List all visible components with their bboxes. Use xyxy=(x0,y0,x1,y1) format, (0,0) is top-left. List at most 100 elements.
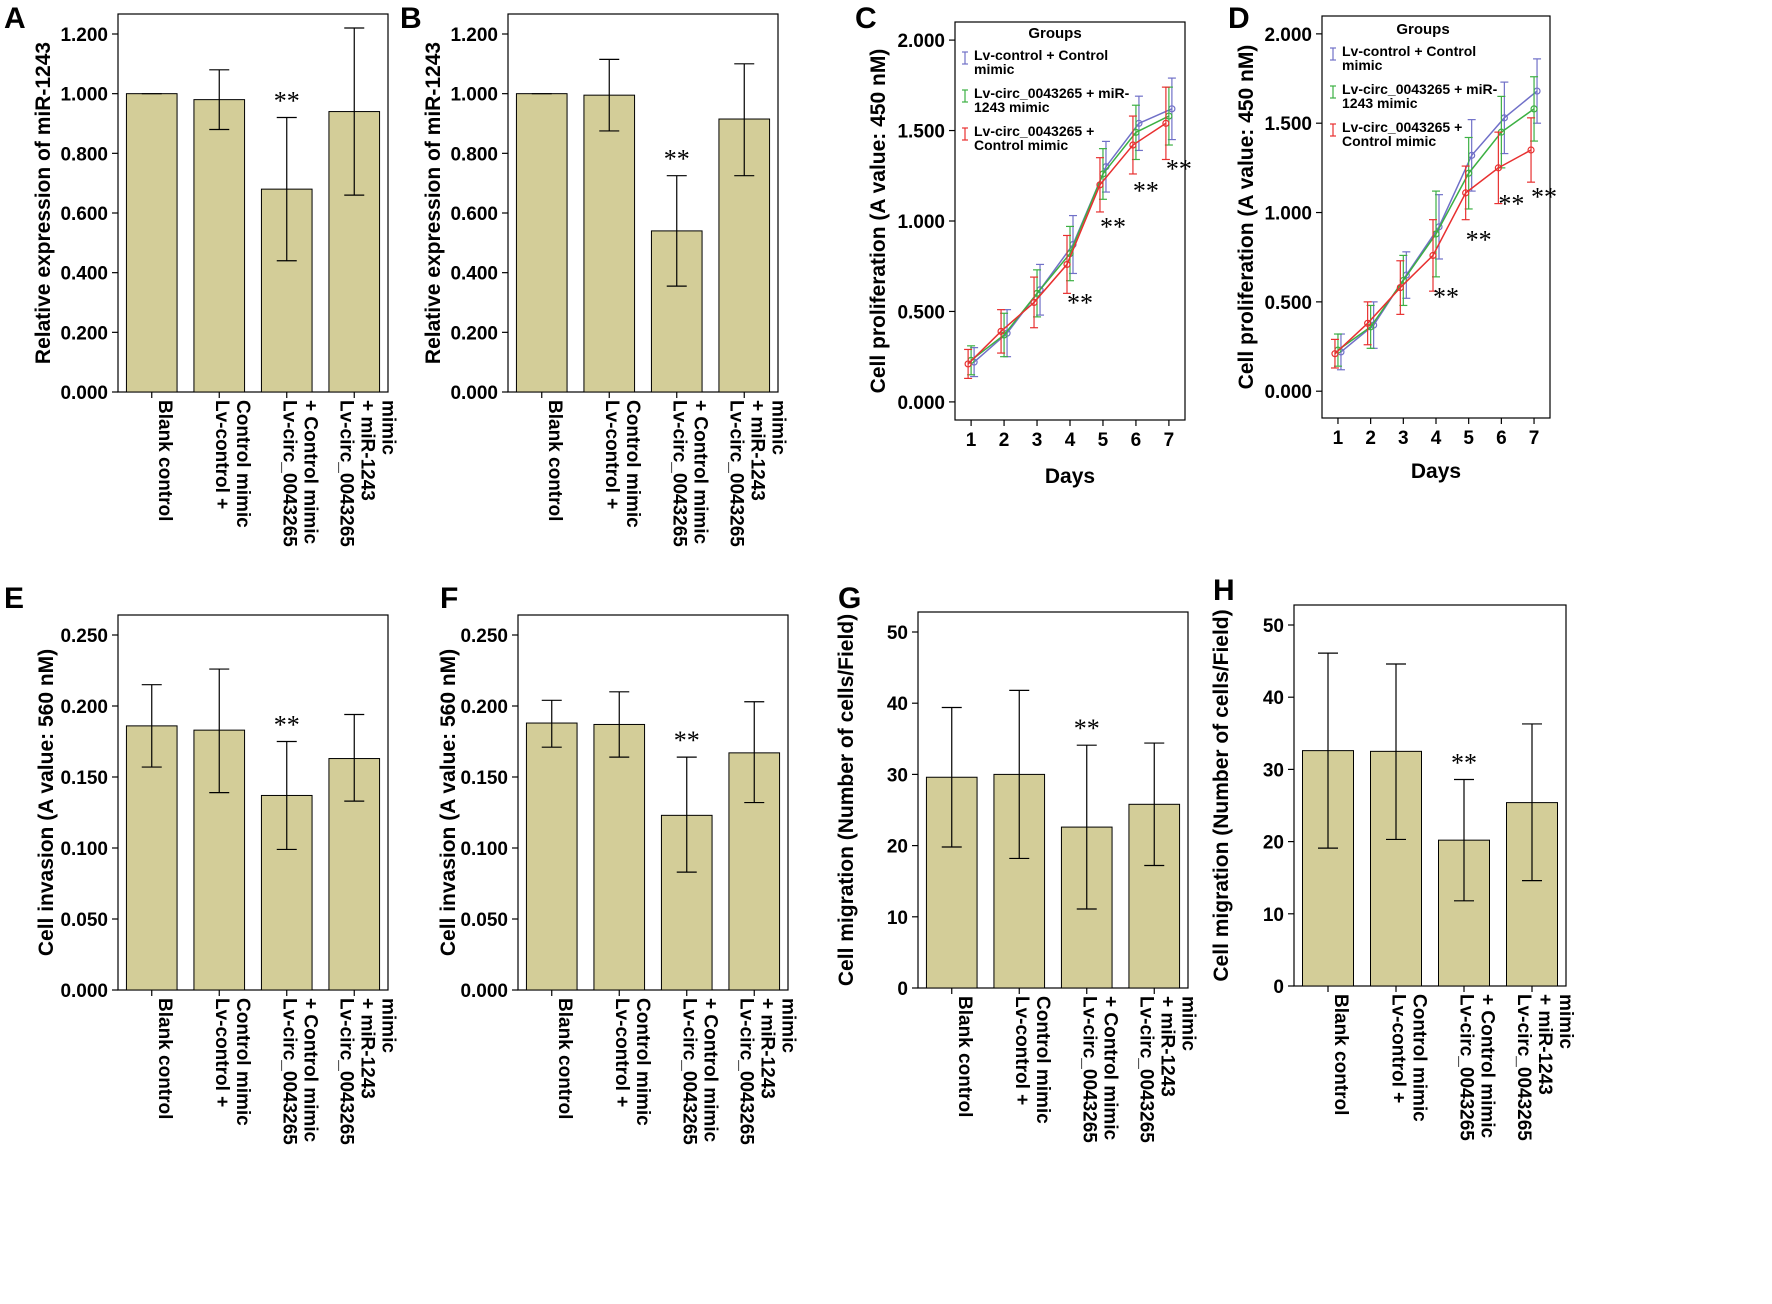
y-tick-label: 0.250 xyxy=(60,626,108,647)
category-label: Blank control xyxy=(544,400,565,521)
category-label: Lv-circ_0043265 xyxy=(335,400,356,547)
bar xyxy=(125,93,178,393)
category-label: mimic xyxy=(377,998,398,1053)
y-tick-label: 40 xyxy=(1263,688,1284,709)
y-tick-label: 1.000 xyxy=(450,85,498,106)
legend-entry: Control mimic xyxy=(1342,133,1436,149)
data-point xyxy=(1331,350,1339,358)
panel-label: F xyxy=(440,582,458,615)
x-axis-title: Days xyxy=(1045,465,1095,488)
legend-entry: Lv-circ_0043265 + xyxy=(1342,119,1462,135)
category-label: + Control mimic xyxy=(1099,996,1120,1141)
chart-panel-g: G 0 10 20 30 40 50 Cell migration (Number of ce… xyxy=(835,582,1198,1143)
significance-mark: ** xyxy=(1531,182,1557,211)
category-label: Lv-circ_0043265 xyxy=(668,400,689,547)
y-tick-label: 0.600 xyxy=(60,204,108,225)
x-tick-label: 2 xyxy=(1365,428,1376,449)
legend-entry: 1243 mimic xyxy=(1342,95,1418,111)
category-label: Lv-control + xyxy=(1011,996,1032,1105)
category-label: Lv-control + xyxy=(1388,994,1409,1103)
data-point xyxy=(1364,319,1372,327)
data-point xyxy=(1429,251,1437,260)
panel-label: B xyxy=(400,2,422,35)
y-tick-label: 50 xyxy=(1263,616,1284,637)
category-label: mimic xyxy=(1177,996,1198,1051)
y-tick-label: 0.500 xyxy=(1264,293,1312,314)
panel-label: E xyxy=(4,582,24,615)
data-point xyxy=(1396,283,1404,292)
y-tick-label: 1.200 xyxy=(60,25,108,46)
bar xyxy=(193,99,246,393)
significance-mark: ** xyxy=(664,145,690,174)
data-point xyxy=(1462,189,1470,197)
category-label: Lv-circ_0043265 xyxy=(278,400,299,547)
y-tick-label: 1.000 xyxy=(60,85,108,106)
significance-mark: ** xyxy=(1100,212,1126,241)
y-tick-label: 0.150 xyxy=(460,768,508,789)
category-label: Lv-control + xyxy=(211,998,232,1107)
category-label: Control mimic xyxy=(232,998,253,1126)
legend-title: Groups xyxy=(1396,21,1449,38)
y-axis-title: Relative expression of miR-1243 xyxy=(32,42,55,364)
legend-title: Groups xyxy=(1028,25,1081,42)
category-label: mimic xyxy=(777,998,798,1053)
x-tick-label: 1 xyxy=(966,430,977,451)
panel-label: H xyxy=(1213,574,1235,607)
y-tick-label: 0.600 xyxy=(450,204,498,225)
y-axis-title: Cell invasion (A value: 560 nM) xyxy=(35,649,58,956)
y-axis-title: Cell proliferation (A value: 450 nM) xyxy=(1235,45,1258,390)
bar xyxy=(125,725,178,991)
y-tick-label: 0.200 xyxy=(450,323,498,344)
y-axis-title: Cell migration (Number of cells/Field) xyxy=(1210,609,1233,981)
panel-label: G xyxy=(838,582,861,615)
significance-mark: ** xyxy=(1466,225,1492,254)
significance-mark: ** xyxy=(274,87,300,116)
data-point xyxy=(964,360,972,368)
data-point xyxy=(1063,260,1071,269)
category-label: Control mimic xyxy=(632,998,653,1126)
data-point xyxy=(1030,298,1038,307)
data-point xyxy=(1494,164,1502,172)
panel-label: D xyxy=(1228,2,1250,35)
y-tick-label: 0.250 xyxy=(460,626,508,647)
category-label: Blank control xyxy=(554,998,575,1119)
category-label: Lv-circ_0043265 xyxy=(1513,994,1534,1141)
y-tick-label: 0.000 xyxy=(450,383,498,404)
legend-entry: Lv-circ_0043265 + xyxy=(974,123,1094,139)
x-tick-label: 7 xyxy=(1529,428,1540,449)
category-label: Lv-circ_0043265 xyxy=(278,998,299,1145)
category-label: Control mimic xyxy=(622,400,643,528)
y-tick-label: 50 xyxy=(887,623,908,644)
bar xyxy=(515,93,568,393)
y-tick-label: 0.800 xyxy=(450,144,498,165)
category-label: Lv-circ_0043265 xyxy=(335,998,356,1145)
significance-mark: ** xyxy=(1133,176,1159,205)
category-label: Lv-circ_0043265 xyxy=(1078,996,1099,1143)
category-label: + Control mimic xyxy=(299,998,320,1143)
y-tick-label: 0.100 xyxy=(60,839,108,860)
category-label: Lv-control + xyxy=(211,400,232,509)
y-tick-label: 0.400 xyxy=(450,264,498,285)
y-tick-label: 1.000 xyxy=(897,212,945,233)
y-tick-label: 1.500 xyxy=(1264,114,1312,135)
category-label: + Control mimic xyxy=(689,400,710,545)
legend-entry: Lv-control + Control xyxy=(1342,43,1476,59)
category-label: Blank control xyxy=(954,996,975,1117)
y-tick-label: 0.200 xyxy=(460,697,508,718)
chart-panel-c: C 0.000 0.500 1.000 1.500 2.000 1 2 3 4 5 6 7 Cell pr… xyxy=(855,2,1192,488)
y-tick-label: 0.000 xyxy=(897,393,945,414)
significance-mark: ** xyxy=(1067,288,1093,317)
y-tick-label: 10 xyxy=(1263,905,1284,926)
y-tick-label: 20 xyxy=(1263,833,1284,854)
category-label: Lv-circ_0043265 xyxy=(1135,996,1156,1143)
category-label: Blank control xyxy=(1330,994,1351,1115)
y-tick-label: 0.100 xyxy=(460,839,508,860)
y-tick-label: 20 xyxy=(887,837,908,858)
y-tick-label: 0.050 xyxy=(60,910,108,931)
y-tick-label: 2.000 xyxy=(1264,25,1312,46)
plot-area xyxy=(954,21,1186,421)
category-label: + miR-1243 xyxy=(1156,996,1177,1097)
x-tick-label: 5 xyxy=(1463,428,1474,449)
